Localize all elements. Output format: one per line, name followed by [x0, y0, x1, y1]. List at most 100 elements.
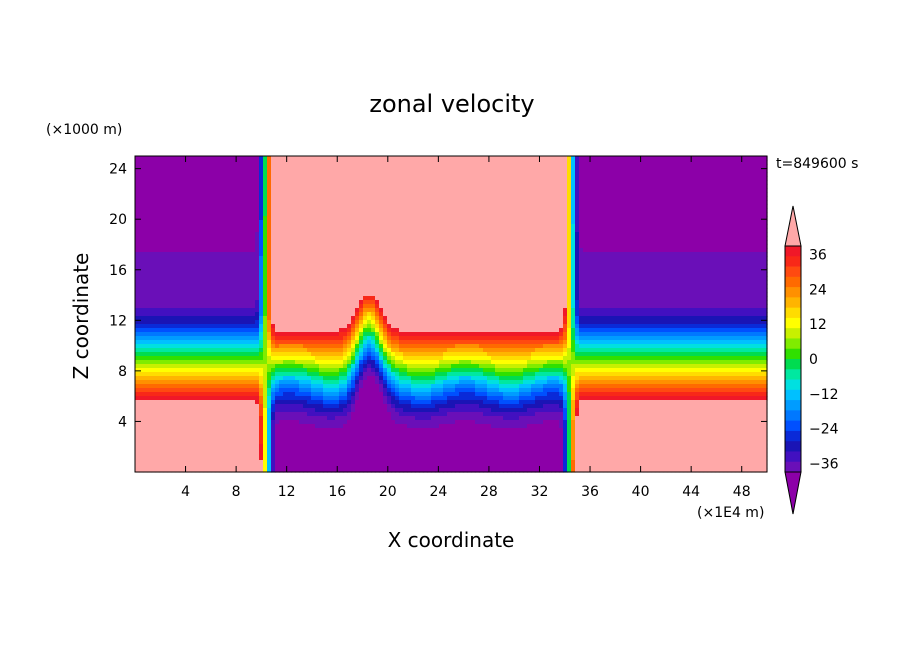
field-cell [263, 212, 268, 217]
field-cell [235, 272, 240, 277]
field-cell [539, 168, 544, 173]
field-cell [271, 184, 276, 189]
field-cell [363, 164, 368, 169]
field-cell [335, 180, 340, 185]
field-cell [483, 156, 488, 161]
field-cell [139, 276, 144, 281]
field-cell [631, 172, 636, 177]
field-cell [199, 208, 204, 213]
field-cell [387, 196, 392, 201]
field-cell [715, 212, 720, 217]
field-cell [211, 252, 216, 257]
field-cell [239, 212, 244, 217]
field-cell [243, 252, 248, 257]
field-cell [439, 260, 444, 265]
field-cell [375, 164, 380, 169]
field-cell [467, 216, 472, 221]
field-cell [707, 216, 712, 221]
field-cell [603, 204, 608, 209]
field-cell [755, 248, 760, 253]
field-cell [715, 204, 720, 209]
field-cell [523, 176, 528, 181]
field-cell [755, 184, 760, 189]
field-cell [683, 276, 688, 281]
field-cell [331, 164, 336, 169]
field-cell [491, 272, 496, 277]
field-cell [735, 156, 740, 161]
field-cell [199, 176, 204, 181]
field-cell [363, 228, 368, 233]
field-cell [683, 232, 688, 237]
field-cell [407, 268, 412, 273]
field-cell [623, 208, 628, 213]
field-cell [495, 260, 500, 265]
field-cell [143, 260, 148, 265]
field-cell [247, 204, 252, 209]
field-cell [711, 244, 716, 249]
field-cell [727, 188, 732, 193]
field-cell [471, 280, 476, 285]
field-cell [731, 236, 736, 241]
field-cell [279, 228, 284, 233]
field-cell [371, 220, 376, 225]
field-cell [331, 156, 336, 161]
field-cell [543, 172, 548, 177]
field-cell [743, 244, 748, 249]
field-cell [411, 168, 416, 173]
field-cell [375, 264, 380, 269]
field-cell [399, 240, 404, 245]
field-cell [383, 276, 388, 281]
field-cell [691, 232, 696, 237]
field-cell [459, 172, 464, 177]
field-cell [527, 188, 532, 193]
field-cell [391, 176, 396, 181]
field-cell [347, 220, 352, 225]
field-cell [271, 160, 276, 165]
field-cell [151, 276, 156, 281]
field-cell [183, 172, 188, 177]
field-cell [439, 220, 444, 225]
field-cell [279, 248, 284, 253]
field-cell [191, 208, 196, 213]
field-cell [559, 232, 564, 237]
field-cell [699, 248, 704, 253]
field-cell [599, 160, 604, 165]
field-cell [347, 240, 352, 245]
field-cell [243, 264, 248, 269]
field-cell [343, 216, 348, 221]
field-cell [367, 216, 372, 221]
field-cell [195, 236, 200, 241]
field-cell [475, 212, 480, 217]
field-cell [675, 268, 680, 273]
field-cell [171, 172, 176, 177]
field-cell [675, 256, 680, 261]
field-cell [555, 272, 560, 277]
field-cell [763, 256, 768, 261]
field-cell [279, 204, 284, 209]
field-cell [323, 192, 328, 197]
field-cell [467, 224, 472, 229]
field-cell [691, 272, 696, 277]
field-cell [263, 228, 268, 233]
field-cell [515, 188, 520, 193]
field-cell [243, 224, 248, 229]
field-cell [235, 176, 240, 181]
field-cell [215, 188, 220, 193]
field-cell [347, 176, 352, 181]
field-cell [227, 244, 232, 249]
field-cell [231, 196, 236, 201]
field-cell [491, 184, 496, 189]
field-cell [455, 260, 460, 265]
field-cell [391, 204, 396, 209]
field-cell [727, 168, 732, 173]
field-cell [447, 200, 452, 205]
field-cell [467, 280, 472, 285]
field-cell [759, 236, 764, 241]
field-cell [631, 164, 636, 169]
field-cell [519, 264, 524, 269]
field-cell [247, 160, 252, 165]
field-cell [763, 172, 768, 177]
field-cell [175, 172, 180, 177]
field-cell [307, 192, 312, 197]
field-cell [211, 172, 216, 177]
